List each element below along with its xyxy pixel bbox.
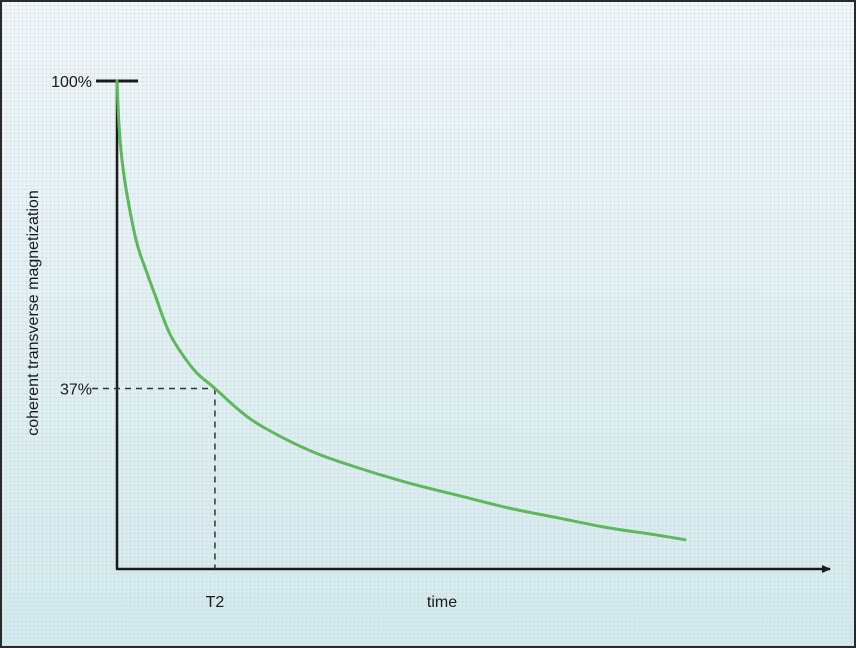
decay-curve (115, 79, 687, 542)
y-tick-label-37: 37% (60, 381, 92, 398)
x-tick-label-t2: T2 (206, 594, 225, 611)
y-axis-label: coherent transverse magnetization (25, 190, 42, 435)
x-axis-label: time (427, 594, 457, 611)
y-tick-label-100: 100% (51, 74, 92, 91)
